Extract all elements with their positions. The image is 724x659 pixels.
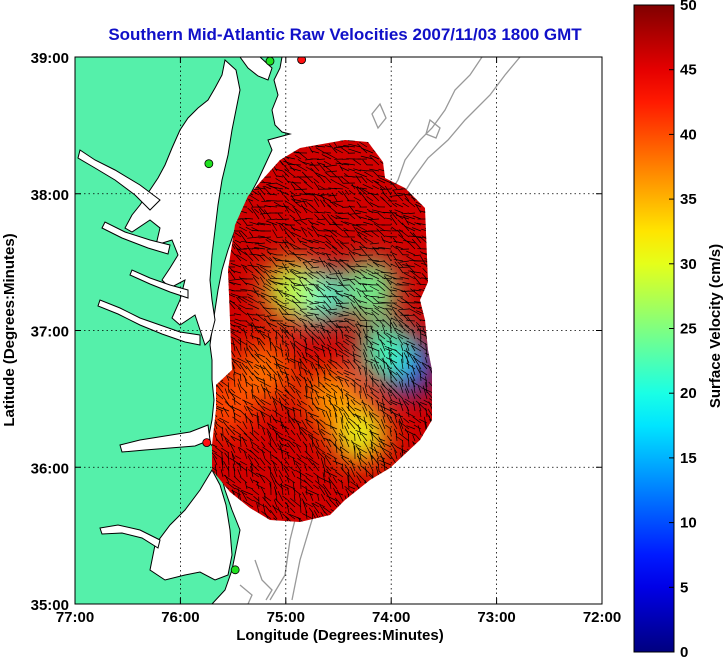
x-tick-label: 74:00 (372, 609, 410, 626)
y-tick-label: 38:00 (31, 187, 69, 204)
radar-site-marker (297, 57, 307, 65)
colorbar-tick-label: 30 (680, 256, 697, 273)
x-tick-label: 72:00 (583, 609, 621, 626)
radar-sites (202, 57, 307, 575)
colorbar-tick-label: 45 (680, 62, 697, 79)
y-tick-label: 37:00 (31, 324, 69, 341)
river-york (129, 269, 189, 299)
pamlico-river (99, 524, 161, 549)
x-tick-label: 77:00 (56, 609, 94, 626)
pamlico-sound (149, 468, 233, 581)
x-tick-label: 76:00 (161, 609, 199, 626)
chart-title: Southern Mid-Atlantic Raw Velocities 200… (108, 25, 582, 44)
colorbar-tick-label: 50 (680, 0, 697, 14)
velocity-hotspot (307, 368, 360, 429)
y-axis-label: Latitude (Degrees:Minutes) (1, 233, 18, 426)
radar-site-marker (204, 159, 214, 169)
colorbar-ticks: 0 5 10 15 20 25 30 35 40 45 50 (669, 0, 697, 659)
river-potomac (77, 149, 161, 211)
colorbar-tick-label: 15 (680, 450, 697, 467)
x-axis-label: Longitude (Degrees:Minutes) (236, 627, 444, 644)
velocity-hotspot (344, 259, 397, 320)
x-axis: 77:00 76:00 75:00 74:00 73:00 72:00 (56, 57, 621, 626)
radar-site-marker (230, 565, 240, 575)
colorbar-tick-label: 35 (680, 191, 697, 208)
river-rappahannock (101, 221, 171, 255)
colorbar-label: Surface Velocity (cm/s) (707, 244, 724, 408)
colorbar: 0 5 10 15 20 25 30 35 40 45 50 Surface Velocity (c… (633, 0, 724, 659)
velocity-hotspot (265, 259, 318, 320)
velocity-hotspot (238, 341, 291, 402)
colorbar-tick-label: 20 (680, 385, 697, 402)
albemarle-sound (119, 424, 211, 453)
y-axis: 35:00 36:00 37:00 38:00 39:00 (31, 50, 602, 614)
y-tick-label: 39:00 (31, 50, 69, 67)
grid-lines (75, 57, 602, 604)
colorbar-tick-label: 25 (680, 321, 697, 338)
radar-site-marker (202, 438, 212, 448)
colorbar-tick-label: 5 (680, 579, 688, 596)
plot-area (75, 57, 602, 604)
colorbar-tick-label: 0 (680, 644, 688, 659)
delaware-bay (239, 57, 273, 81)
land-mainland (75, 57, 292, 604)
x-tick-label: 73:00 (477, 609, 515, 626)
y-tick-label: 35:00 (31, 597, 69, 614)
y-tick-label: 36:00 (31, 460, 69, 477)
colorbar-tick-label: 10 (680, 515, 697, 532)
river-james (97, 299, 201, 346)
radar-site-marker (265, 57, 275, 66)
colorbar-tick-label: 40 (680, 126, 697, 143)
colorbar-gradient (633, 4, 675, 653)
x-tick-label: 75:00 (267, 609, 305, 626)
